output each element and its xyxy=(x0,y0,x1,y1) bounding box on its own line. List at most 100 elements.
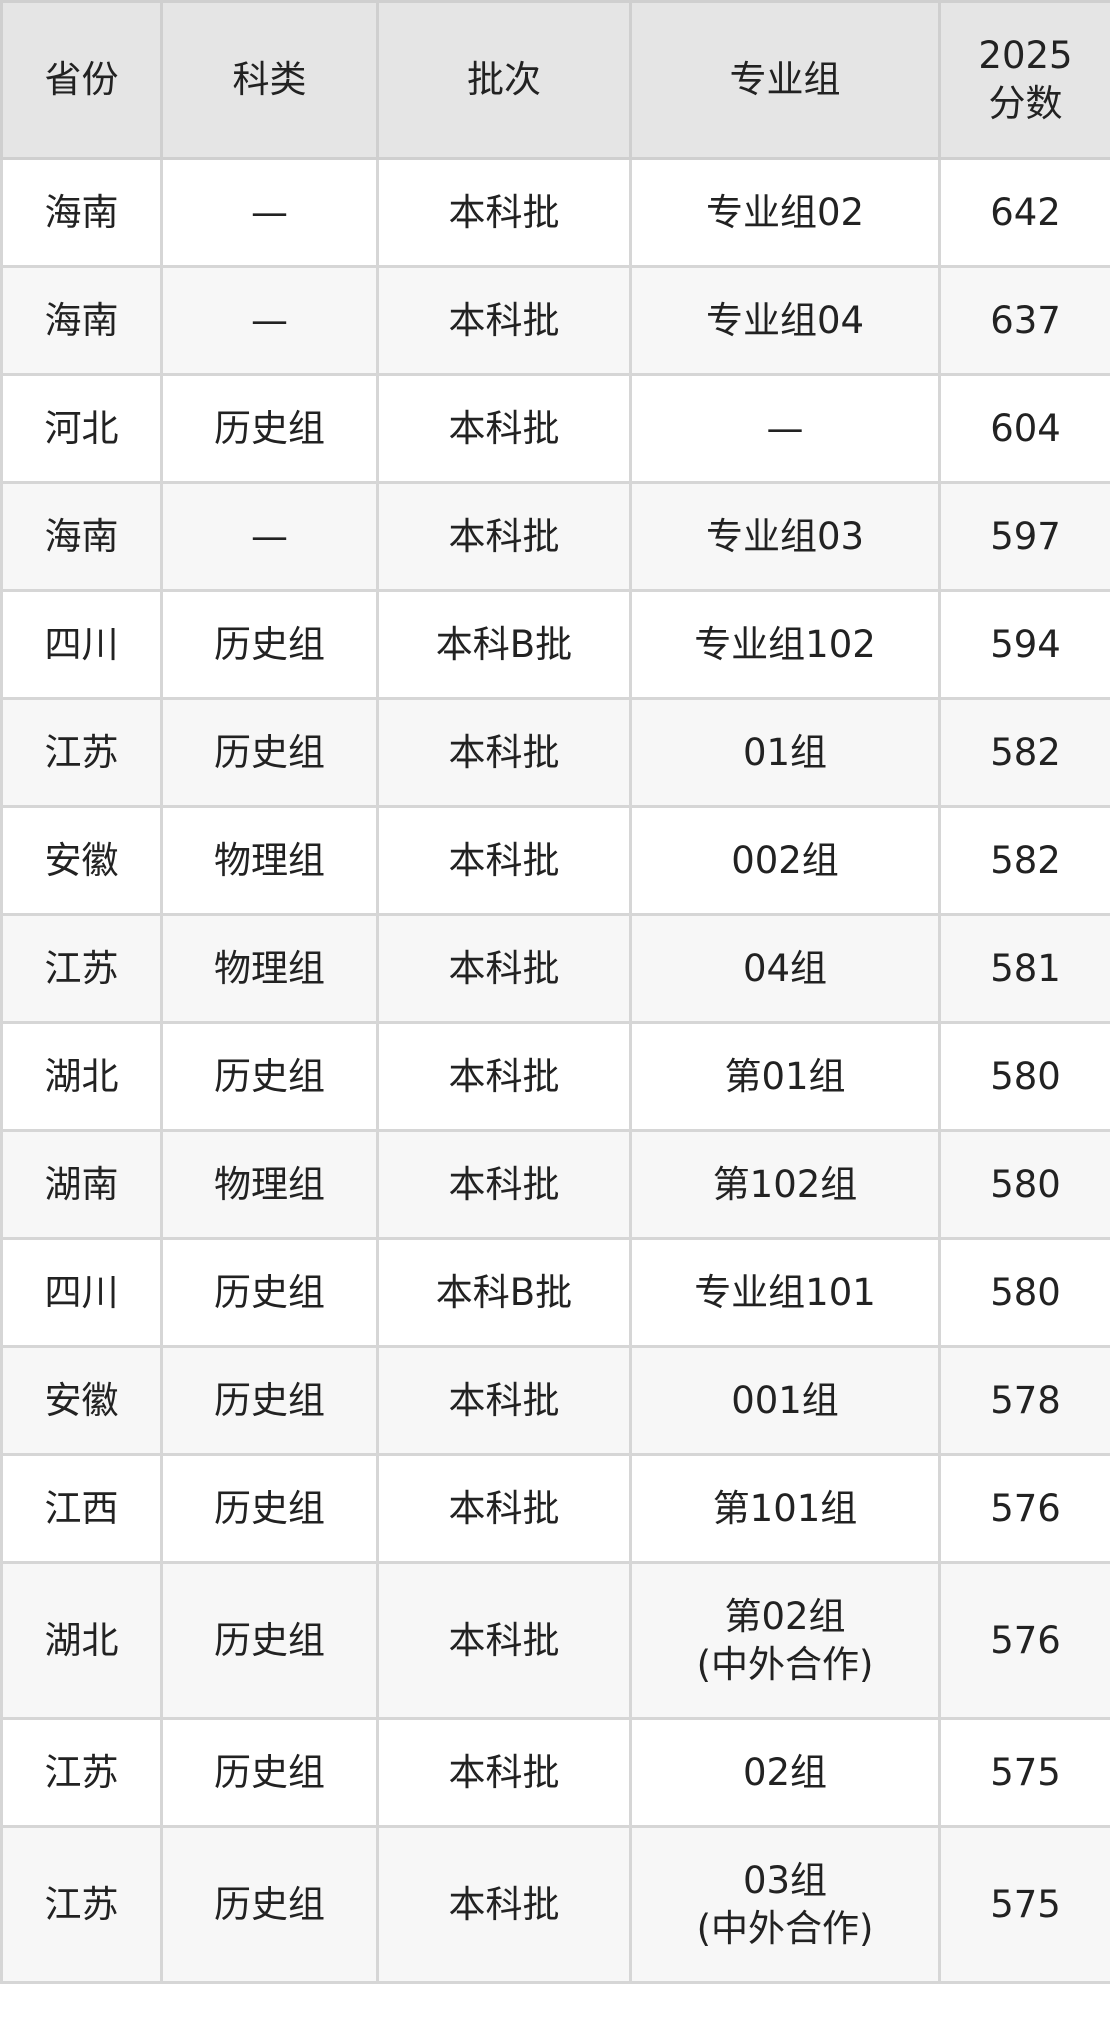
cell-major-group: 第102组 xyxy=(629,1129,941,1240)
score-table: 省份 科类 批次 专业组 2025 分数 海南 — 本科批 专业组02 642 海南 — 本科批 专业组… xyxy=(0,0,1110,1984)
cell-batch: 本科批 xyxy=(376,1561,632,1720)
cell-province: 江苏 xyxy=(0,697,163,808)
cell-score-2025: 580 xyxy=(938,1237,1110,1348)
cell-batch: 本科B批 xyxy=(376,589,632,700)
cell-major-group: 专业组02 xyxy=(629,157,941,268)
cell-score-2025: 576 xyxy=(938,1453,1110,1564)
cell-province: 湖北 xyxy=(0,1021,163,1132)
table-header-row: 省份 科类 批次 专业组 2025 分数 xyxy=(0,0,1110,160)
cell-province: 湖南 xyxy=(0,1129,163,1240)
cell-subject-type: 物理组 xyxy=(160,805,379,916)
cell-batch: 本科批 xyxy=(376,805,632,916)
cell-major-group: — xyxy=(629,373,941,484)
cell-subject-type: 历史组 xyxy=(160,1021,379,1132)
cell-province: 江西 xyxy=(0,1453,163,1564)
cell-score-2025: 575 xyxy=(938,1825,1110,1984)
cell-subject-type: 历史组 xyxy=(160,1453,379,1564)
cell-score-2025: 580 xyxy=(938,1129,1110,1240)
column-header-batch: 批次 xyxy=(376,0,632,160)
table-row: 安徽 物理组 本科批 002组 582 xyxy=(0,805,1110,916)
cell-batch: 本科批 xyxy=(376,481,632,592)
cell-major-group: 03组 (中外合作) xyxy=(629,1825,941,1984)
cell-subject-type: 物理组 xyxy=(160,1129,379,1240)
cell-batch: 本科批 xyxy=(376,157,632,268)
column-header-score-2025: 2025 分数 xyxy=(938,0,1110,160)
cell-subject-type: 历史组 xyxy=(160,373,379,484)
cell-province: 江苏 xyxy=(0,913,163,1024)
cell-batch: 本科批 xyxy=(376,1021,632,1132)
cell-major-group: 01组 xyxy=(629,697,941,808)
table-body: 海南 — 本科批 专业组02 642 海南 — 本科批 专业组04 637 河北 历史组 本科批 —604… xyxy=(0,157,1110,1984)
cell-subject-type: 历史组 xyxy=(160,1561,379,1720)
cell-subject-type: — xyxy=(160,481,379,592)
table-row: 江西 历史组 本科批 第101组 576 xyxy=(0,1453,1110,1564)
cell-batch: 本科B批 xyxy=(376,1237,632,1348)
cell-batch: 本科批 xyxy=(376,1717,632,1828)
cell-score-2025: 576 xyxy=(938,1561,1110,1720)
cell-major-group: 专业组102 xyxy=(629,589,941,700)
cell-province: 河北 xyxy=(0,373,163,484)
cell-major-group: 第101组 xyxy=(629,1453,941,1564)
cell-score-2025: 582 xyxy=(938,697,1110,808)
table-row: 湖南 物理组 本科批 第102组 580 xyxy=(0,1129,1110,1240)
cell-major-group: 02组 xyxy=(629,1717,941,1828)
column-header-subject-type: 科类 xyxy=(160,0,379,160)
cell-major-group: 专业组03 xyxy=(629,481,941,592)
table-row: 海南 — 本科批 专业组03 597 xyxy=(0,481,1110,592)
cell-score-2025: 581 xyxy=(938,913,1110,1024)
cell-subject-type: — xyxy=(160,157,379,268)
cell-major-group: 04组 xyxy=(629,913,941,1024)
cell-score-2025: 604 xyxy=(938,373,1110,484)
cell-major-group: 第01组 xyxy=(629,1021,941,1132)
cell-subject-type: 历史组 xyxy=(160,697,379,808)
cell-major-group: 001组 xyxy=(629,1345,941,1456)
cell-batch: 本科批 xyxy=(376,1825,632,1984)
cell-batch: 本科批 xyxy=(376,913,632,1024)
cell-batch: 本科批 xyxy=(376,1345,632,1456)
cell-province: 湖北 xyxy=(0,1561,163,1720)
cell-major-group: 002组 xyxy=(629,805,941,916)
table-row: 江苏 历史组 本科批 03组 (中外合作) 575 xyxy=(0,1825,1110,1984)
table-row: 江苏 物理组 本科批 04组 581 xyxy=(0,913,1110,1024)
table-row: 河北 历史组 本科批 —604 xyxy=(0,373,1110,484)
cell-province: 海南 xyxy=(0,481,163,592)
cell-province: 海南 xyxy=(0,157,163,268)
table-row: 海南 — 本科批 专业组04 637 xyxy=(0,265,1110,376)
cell-province: 安徽 xyxy=(0,1345,163,1456)
cell-subject-type: 历史组 xyxy=(160,1237,379,1348)
cell-score-2025: 594 xyxy=(938,589,1110,700)
cell-major-group: 专业组101 xyxy=(629,1237,941,1348)
table-row: 江苏 历史组 本科批 02组 575 xyxy=(0,1717,1110,1828)
cell-province: 安徽 xyxy=(0,805,163,916)
table-row: 湖北 历史组 本科批 第01组 580 xyxy=(0,1021,1110,1132)
table-row: 海南 — 本科批 专业组02 642 xyxy=(0,157,1110,268)
table-row: 湖北 历史组 本科批 第02组 (中外合作) 576 xyxy=(0,1561,1110,1720)
cell-batch: 本科批 xyxy=(376,697,632,808)
cell-major-group: 第02组 (中外合作) xyxy=(629,1561,941,1720)
cell-major-group: 专业组04 xyxy=(629,265,941,376)
cell-subject-type: 历史组 xyxy=(160,1717,379,1828)
cell-subject-type: 物理组 xyxy=(160,913,379,1024)
cell-subject-type: 历史组 xyxy=(160,1345,379,1456)
column-header-major-group: 专业组 xyxy=(629,0,941,160)
cell-batch: 本科批 xyxy=(376,265,632,376)
table-row: 安徽 历史组 本科批 001组 578 xyxy=(0,1345,1110,1456)
cell-batch: 本科批 xyxy=(376,1453,632,1564)
cell-score-2025: 580 xyxy=(938,1021,1110,1132)
cell-score-2025: 597 xyxy=(938,481,1110,592)
cell-province: 四川 xyxy=(0,589,163,700)
cell-subject-type: 历史组 xyxy=(160,1825,379,1984)
cell-score-2025: 575 xyxy=(938,1717,1110,1828)
cell-province: 江苏 xyxy=(0,1825,163,1984)
cell-batch: 本科批 xyxy=(376,1129,632,1240)
column-header-province: 省份 xyxy=(0,0,163,160)
cell-score-2025: 637 xyxy=(938,265,1110,376)
cell-province: 四川 xyxy=(0,1237,163,1348)
table-row: 四川 历史组 本科B批 专业组101 580 xyxy=(0,1237,1110,1348)
cell-subject-type: 历史组 xyxy=(160,589,379,700)
cell-province: 海南 xyxy=(0,265,163,376)
cell-subject-type: — xyxy=(160,265,379,376)
table-row: 江苏 历史组 本科批 01组 582 xyxy=(0,697,1110,808)
cell-score-2025: 582 xyxy=(938,805,1110,916)
cell-batch: 本科批 xyxy=(376,373,632,484)
